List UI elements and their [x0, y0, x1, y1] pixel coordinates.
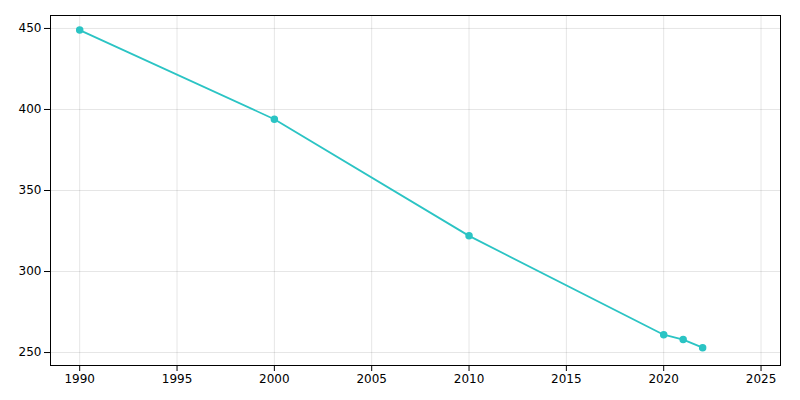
svg-text:400: 400 [19, 102, 42, 116]
svg-text:450: 450 [19, 21, 42, 35]
svg-text:2000: 2000 [259, 372, 290, 386]
svg-text:1990: 1990 [64, 372, 95, 386]
svg-text:2015: 2015 [551, 372, 582, 386]
svg-text:350: 350 [19, 183, 42, 197]
svg-text:1995: 1995 [162, 372, 193, 386]
svg-text:2010: 2010 [454, 372, 485, 386]
svg-text:300: 300 [19, 264, 42, 278]
svg-text:250: 250 [19, 345, 42, 359]
svg-text:2020: 2020 [648, 372, 679, 386]
svg-text:2025: 2025 [746, 372, 777, 386]
svg-text:2005: 2005 [356, 372, 387, 386]
